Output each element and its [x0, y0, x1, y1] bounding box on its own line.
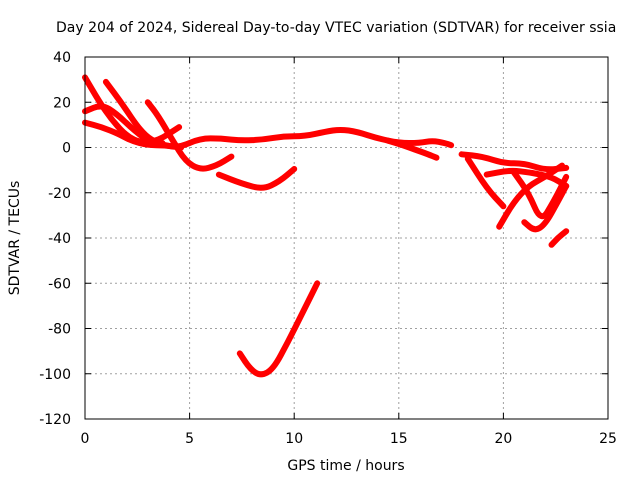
- y-tick-label: -60: [48, 276, 71, 292]
- y-tick-label: -20: [48, 186, 71, 202]
- y-tick-label: -40: [48, 231, 71, 247]
- series-arc-14: [521, 183, 570, 233]
- series-arc-5: [144, 99, 235, 172]
- x-tick-label: 25: [599, 431, 617, 447]
- data-series: [82, 74, 570, 378]
- series-arc-10: [464, 155, 507, 210]
- series-arc-13: [510, 169, 570, 220]
- series-arc-7: [236, 280, 321, 378]
- y-tick-label: 20: [53, 95, 71, 111]
- x-tick-label: 20: [494, 431, 512, 447]
- grid: [85, 57, 608, 419]
- x-tick-label: 10: [285, 431, 303, 447]
- axis-ticks: 0 5 10 15 20 25 -120 -100 -80 -60 -40 -20 0 20 40: [39, 50, 617, 447]
- y-tick-label: 40: [53, 50, 71, 66]
- series-arc-6: [215, 166, 298, 191]
- series-arc-4: [102, 78, 166, 146]
- series-arc-9: [458, 151, 570, 173]
- x-tick-label: 5: [185, 431, 194, 447]
- y-axis-label: SDTVAR / TECUs: [7, 181, 23, 296]
- series-arc-15: [548, 228, 570, 248]
- series-arc-11: [483, 167, 570, 189]
- series-arc-8: [385, 137, 440, 161]
- y-tick-label: -100: [39, 367, 71, 383]
- y-tick-label: -120: [39, 412, 71, 428]
- chart-title: Day 204 of 2024, Sidereal Day-to-day VTE…: [56, 20, 616, 36]
- x-axis-label: GPS time / hours: [287, 458, 404, 474]
- y-tick-label: 0: [62, 141, 71, 157]
- series-arc-12: [496, 162, 565, 230]
- x-tick-label: 15: [390, 431, 408, 447]
- y-tick-label: -80: [48, 322, 71, 338]
- x-tick-label: 0: [81, 431, 90, 447]
